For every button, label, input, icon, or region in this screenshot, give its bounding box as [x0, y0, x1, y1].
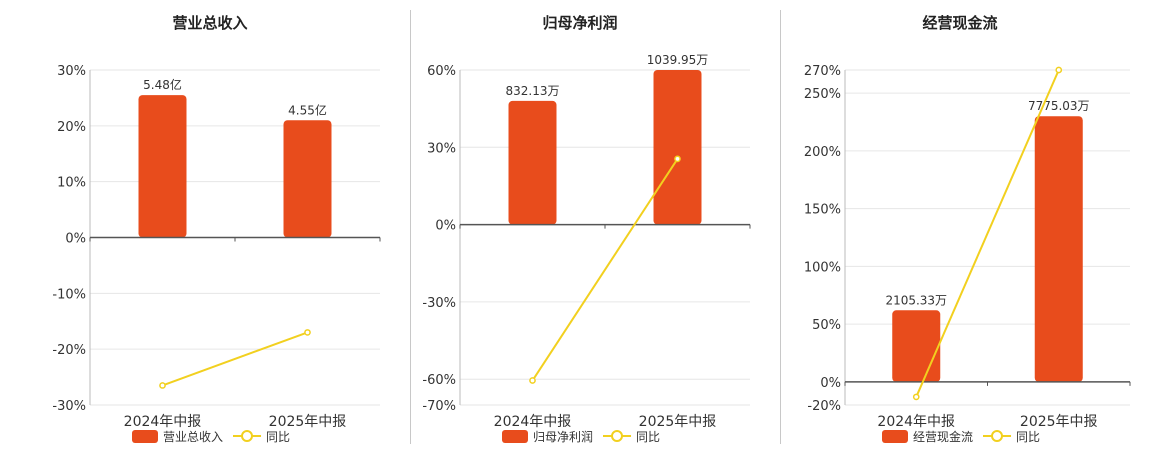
legend-bar-swatch [502, 430, 528, 443]
legend-bar-label: 营业总收入 [163, 430, 223, 444]
panel-separator [410, 10, 411, 444]
bar-value-label: 832.13万 [506, 84, 560, 98]
y-tick-label: 250% [804, 87, 841, 102]
y-tick-label: 0% [65, 232, 86, 247]
yoy-point [529, 377, 536, 384]
y-tick-label: 60% [427, 64, 456, 79]
chart-title: 经营现金流 [922, 14, 997, 32]
x-tick-label: 2025年中报 [639, 414, 717, 430]
bar [1034, 116, 1083, 382]
y-tick-label: -20% [52, 343, 86, 358]
y-tick-label: 10% [57, 176, 86, 191]
bar-value-label: 5.48亿 [143, 77, 182, 92]
bar-value-label: 1039.95万 [647, 53, 709, 67]
x-tick-label: 2024年中报 [494, 414, 572, 430]
x-tick-label: 2025年中报 [269, 414, 347, 430]
legend-line-label: 同比 [636, 430, 660, 444]
bar-value-label: 2105.33万 [885, 293, 947, 307]
y-tick-label: 50% [812, 318, 841, 333]
bar [283, 120, 332, 238]
legend-line-label: 同比 [1016, 430, 1040, 444]
yoy-series-line [162, 331, 308, 387]
bar-value-label: 4.55亿 [288, 102, 327, 117]
bar [892, 310, 941, 382]
y-tick-label: -70% [422, 399, 456, 414]
y-tick-label: -30% [422, 296, 456, 311]
legend-line-marker [611, 430, 623, 442]
chart-title: 归母净利润 [542, 14, 617, 32]
y-tick-label: 270% [804, 64, 841, 79]
y-tick-label: -60% [422, 373, 456, 388]
yoy-point [674, 155, 681, 163]
legend-line-label: 同比 [266, 430, 290, 444]
legend-line-marker [991, 430, 1003, 442]
y-tick-label: 0% [820, 376, 841, 391]
legend-bar-swatch [882, 430, 908, 443]
y-tick-label: 200% [804, 145, 841, 160]
legend-bar-label: 归母净利润 [533, 430, 593, 444]
y-tick-label: 20% [57, 120, 86, 135]
yoy-point [159, 382, 166, 389]
y-tick-label: 150% [804, 203, 841, 218]
bar [138, 95, 187, 238]
y-tick-label: -10% [52, 287, 86, 302]
x-tick-label: 2025年中报 [1020, 414, 1098, 430]
yoy-series-line [531, 158, 679, 382]
bar [508, 100, 557, 225]
chart-title: 营业总收入 [172, 14, 247, 32]
yoy-point [304, 329, 311, 336]
x-tick-label: 2024年中报 [877, 414, 955, 430]
legend-bar-label: 经营现金流 [913, 429, 973, 444]
y-tick-label: 0% [435, 219, 456, 234]
legend-line-marker [241, 430, 253, 442]
y-tick-label: 30% [57, 64, 86, 79]
yoy-series-line [915, 69, 1060, 398]
y-tick-label: 100% [804, 260, 841, 275]
y-tick-label: -20% [807, 399, 841, 414]
yoy-point [1055, 66, 1063, 74]
bar [653, 70, 702, 225]
bar-value-label: 7775.03万 [1028, 99, 1090, 113]
yoy-point [912, 393, 920, 401]
panel-separator [780, 10, 781, 444]
legend-bar-swatch [132, 430, 158, 443]
y-tick-label: -30% [52, 399, 86, 414]
x-tick-label: 2024年中报 [124, 414, 202, 430]
y-tick-label: 30% [427, 141, 456, 156]
